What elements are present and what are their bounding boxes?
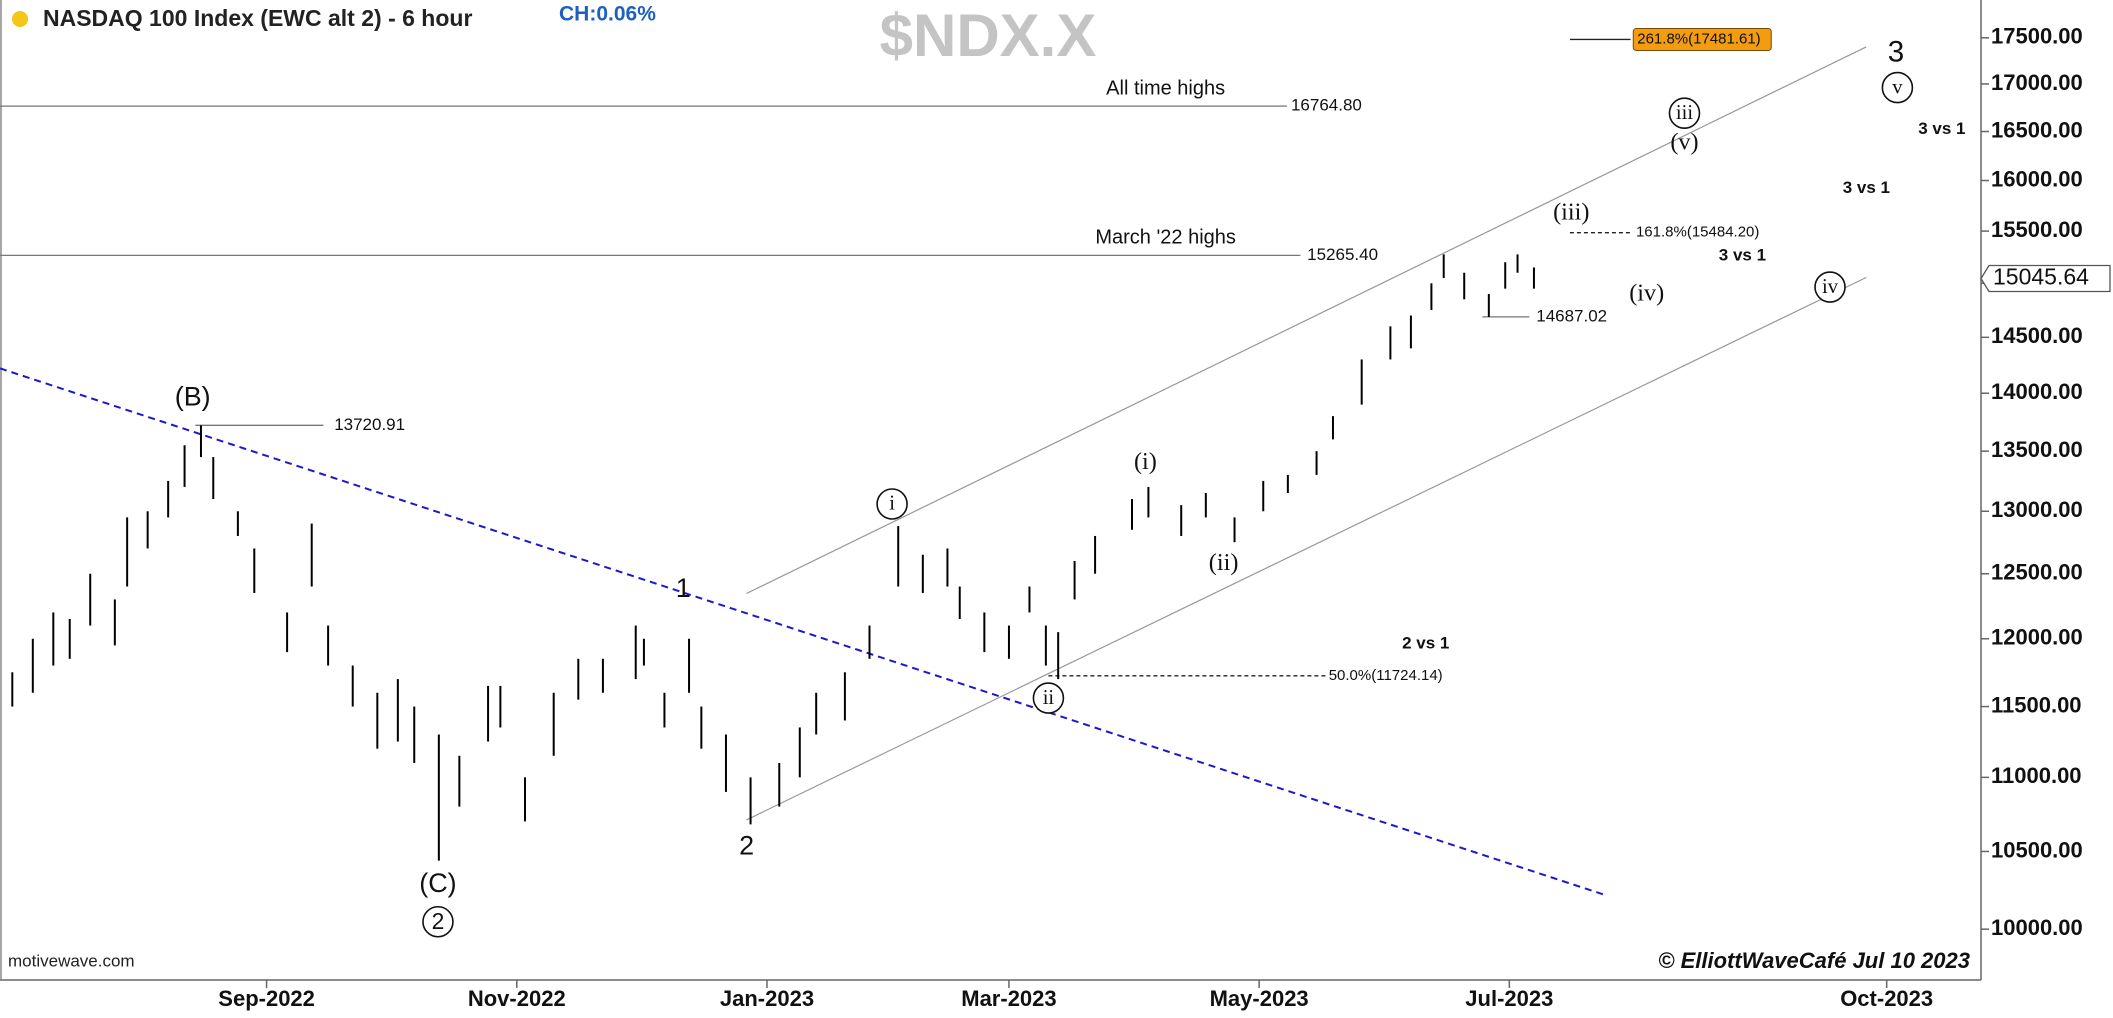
wave-label: 2: [432, 908, 445, 934]
y-tick-label: 13000.00: [1991, 497, 2083, 522]
x-tick-label: Jan-2023: [720, 986, 814, 1011]
wave-label: i: [889, 493, 895, 515]
credit: © ElliottWaveCafé Jul 10 2023: [1658, 948, 1970, 973]
wave-label: 1: [676, 573, 691, 603]
wave-label: iii: [1676, 102, 1693, 124]
level-label: 13720.91: [334, 415, 405, 434]
y-tick-label: 12000.00: [1991, 625, 2083, 650]
note: 3 vs 1: [1918, 119, 1965, 138]
wave-label: (iii): [1553, 198, 1589, 225]
last-price-box: [1980, 264, 2111, 293]
wave-label: (iv): [1629, 279, 1664, 306]
chart-title: NASDAQ 100 Index (EWC alt 2) - 6 hour: [43, 5, 472, 31]
wave-circle: [1881, 71, 1914, 104]
fib-box: [1632, 27, 1772, 51]
y-tick-label: 14500.00: [1991, 323, 2083, 348]
symbol-watermark: $NDX.X: [880, 2, 1097, 69]
wave-label: (B): [175, 382, 211, 412]
x-tick-label: Sep-2022: [218, 986, 315, 1011]
level-note: March '22 highs: [1095, 227, 1236, 249]
y-tick-label: 13500.00: [1991, 437, 2083, 462]
level-label: 14687.02: [1536, 306, 1607, 325]
fib-label: 50.0%(11724.14): [1329, 667, 1443, 684]
y-tick-label: 17500.00: [1991, 24, 2083, 49]
y-tick-label: 11500.00: [1991, 692, 2082, 717]
change: CH:0.06%: [559, 3, 656, 26]
wave-circle: [422, 905, 454, 938]
wave-circle: [1032, 682, 1065, 714]
wave-circle: [1668, 97, 1701, 129]
wave-circle: [876, 488, 908, 520]
note: 3 vs 1: [1719, 246, 1766, 265]
wave-label: (v): [1670, 128, 1698, 155]
y-tick-label: 15500.00: [1991, 217, 2083, 242]
x-tick-label: Nov-2022: [468, 986, 566, 1011]
source: motivewave.com: [8, 951, 135, 970]
y-tick-label: 10000.00: [1991, 915, 2083, 940]
wave-circle: [1814, 271, 1846, 303]
wave-label: 3: [1888, 35, 1904, 68]
wave-label: iv: [1822, 276, 1839, 298]
level-note: All time highs: [1106, 77, 1225, 99]
wave-label: ii: [1043, 687, 1055, 709]
wave-label: (ii): [1209, 549, 1239, 576]
y-tick-label: 11000.00: [1991, 763, 2082, 788]
y-tick-label: 14000.00: [1991, 379, 2083, 404]
y-tick-label: 16500.00: [1991, 117, 2083, 142]
x-tick-label: Oct-2023: [1840, 986, 1933, 1011]
wave-label: (C): [419, 868, 456, 898]
trendline: [0, 367, 1604, 896]
y-tick-label: 16000.00: [1991, 166, 2083, 191]
fib-label: 161.8%(15484.20): [1636, 224, 1759, 241]
level-label: 16764.80: [1291, 96, 1362, 115]
wave-label: v: [1892, 76, 1903, 98]
channel-upper: [746, 46, 1867, 595]
y-tick-label: 17000.00: [1991, 70, 2083, 95]
fib-label: 261.8%(17481.61): [1637, 30, 1760, 47]
y-tick-label: 10500.00: [1991, 837, 2083, 862]
y-tick-label: 12500.00: [1991, 560, 2083, 585]
x-tick-label: Jul-2023: [1465, 986, 1553, 1011]
last-price-label: 15045.64: [1993, 264, 2089, 290]
status-dot: [12, 11, 28, 27]
note: 2 vs 1: [1402, 634, 1449, 653]
note: 3 vs 1: [1843, 178, 1890, 197]
level-label: 15265.40: [1307, 245, 1378, 264]
wave-label: 2: [739, 830, 754, 860]
x-tick-label: May-2023: [1210, 986, 1309, 1011]
wave-label: (i): [1134, 448, 1157, 475]
channel-lower: [746, 276, 1867, 821]
x-tick-label: Mar-2023: [961, 986, 1056, 1011]
